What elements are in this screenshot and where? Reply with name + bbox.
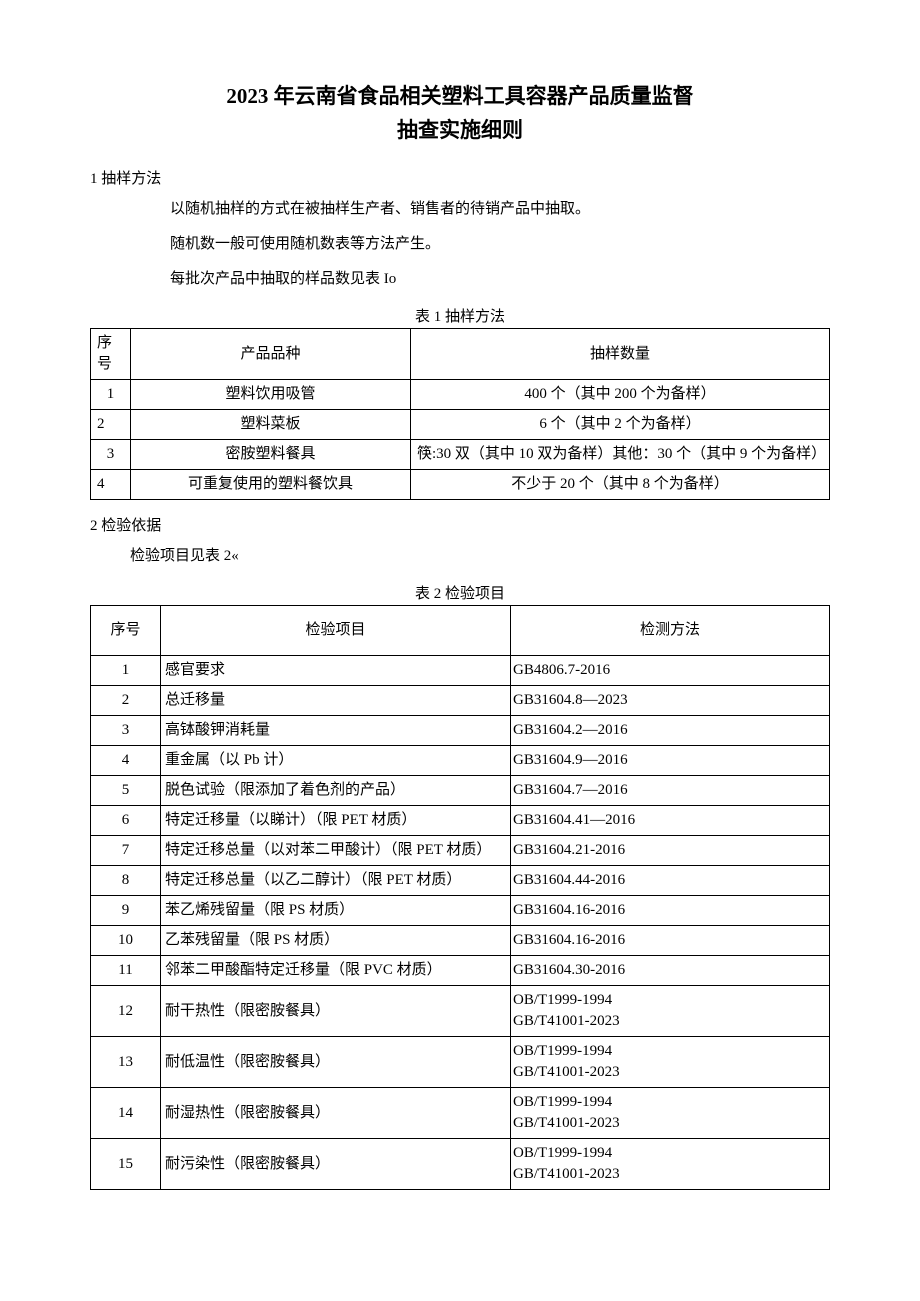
cell-seq: 3 bbox=[91, 716, 161, 746]
table-row: 5脱色试验（限添加了着色剂的产品）GB31604.7—2016 bbox=[91, 776, 830, 806]
cell-item: 特定迁移总量（以乙二醇计）（限 PET 材质） bbox=[161, 866, 511, 896]
cell-item: 耐污染性（限密胺餐具） bbox=[161, 1139, 511, 1190]
cell-seq: 1 bbox=[91, 380, 131, 410]
table-row: 2 塑料菜板 6 个（其中 2 个为备样） bbox=[91, 410, 830, 440]
cell-seq: 4 bbox=[91, 746, 161, 776]
cell-item: 重金属（以 Pb 计） bbox=[161, 746, 511, 776]
cell-seq: 12 bbox=[91, 986, 161, 1037]
title-line-1: 2023 年云南省食品相关塑料工具容器产品质量监督 bbox=[226, 84, 693, 108]
cell-seq: 5 bbox=[91, 776, 161, 806]
cell-item: 感官要求 bbox=[161, 656, 511, 686]
cell-kind: 密胺塑料餐具 bbox=[131, 440, 411, 470]
cell-item: 邻苯二甲酸酯特定迁移量（限 PVC 材质） bbox=[161, 956, 511, 986]
paragraph-4: 检验项目见表 2« bbox=[130, 543, 830, 570]
col-kind-header: 产品品种 bbox=[131, 329, 411, 380]
cell-seq: 7 bbox=[91, 836, 161, 866]
cell-method: GB31604.30-2016 bbox=[511, 956, 830, 986]
col-seq-header: 序号 bbox=[91, 329, 131, 380]
table-row: 9苯乙烯残留量（限 PS 材质）GB31604.16-2016 bbox=[91, 896, 830, 926]
cell-seq: 3 bbox=[91, 440, 131, 470]
cell-method: GB31604.21-2016 bbox=[511, 836, 830, 866]
table-row: 1感官要求GB4806.7-2016 bbox=[91, 656, 830, 686]
paragraph-2: 随机数一般可使用随机数表等方法产生。 bbox=[170, 231, 830, 258]
cell-method: OB/T1999-1994GB/T41001-2023 bbox=[511, 1037, 830, 1088]
cell-seq: 1 bbox=[91, 656, 161, 686]
section-1-heading: 1 抽样方法 bbox=[90, 167, 830, 188]
cell-seq: 2 bbox=[91, 410, 131, 440]
cell-item: 脱色试验（限添加了着色剂的产品） bbox=[161, 776, 511, 806]
cell-seq: 11 bbox=[91, 956, 161, 986]
cell-method: GB31604.44-2016 bbox=[511, 866, 830, 896]
col-method-header: 检测方法 bbox=[511, 606, 830, 656]
cell-item: 特定迁移总量（以对苯二甲酸计）（限 PET 材质） bbox=[161, 836, 511, 866]
table-1-caption: 表 1 抽样方法 bbox=[90, 305, 830, 326]
cell-method: GB31604.8—2023 bbox=[511, 686, 830, 716]
paragraph-3: 每批次产品中抽取的样品数见表 Io bbox=[170, 266, 830, 293]
table-row: 4 可重复使用的塑料餐饮具 不少于 20 个（其中 8 个为备样） bbox=[91, 470, 830, 500]
sampling-table: 序号 产品品种 抽样数量 1 塑料饮用吸管 400 个（其中 200 个为备样）… bbox=[90, 328, 830, 500]
paragraph-1: 以随机抽样的方式在被抽样生产者、销售者的待销产品中抽取。 bbox=[170, 196, 830, 223]
cell-method: GB4806.7-2016 bbox=[511, 656, 830, 686]
cell-seq: 2 bbox=[91, 686, 161, 716]
col-seq-header: 序号 bbox=[91, 606, 161, 656]
cell-item: 苯乙烯残留量（限 PS 材质） bbox=[161, 896, 511, 926]
cell-qty: 400 个（其中 200 个为备样） bbox=[411, 380, 830, 410]
cell-method: GB31604.41—2016 bbox=[511, 806, 830, 836]
cell-seq: 8 bbox=[91, 866, 161, 896]
cell-seq: 10 bbox=[91, 926, 161, 956]
cell-seq: 13 bbox=[91, 1037, 161, 1088]
cell-qty: 不少于 20 个（其中 8 个为备样） bbox=[411, 470, 830, 500]
col-item-header: 检验项目 bbox=[161, 606, 511, 656]
cell-qty: 筷:30 双（其中 10 双为备样）其他：30 个（其中 9 个为备样） bbox=[411, 440, 830, 470]
cell-item: 高钵酸钾消耗量 bbox=[161, 716, 511, 746]
table-row: 13耐低温性（限密胺餐具）OB/T1999-1994GB/T41001-2023 bbox=[91, 1037, 830, 1088]
table-row: 4重金属（以 Pb 计）GB31604.9—2016 bbox=[91, 746, 830, 776]
cell-method: OB/T1999-1994GB/T41001-2023 bbox=[511, 986, 830, 1037]
table-row: 7特定迁移总量（以对苯二甲酸计）（限 PET 材质）GB31604.21-201… bbox=[91, 836, 830, 866]
table-row: 10乙苯残留量（限 PS 材质）GB31604.16-2016 bbox=[91, 926, 830, 956]
cell-method: GB31604.9—2016 bbox=[511, 746, 830, 776]
inspection-table: 序号 检验项目 检测方法 1感官要求GB4806.7-20162总迁移量GB31… bbox=[90, 605, 830, 1190]
table-row: 8特定迁移总量（以乙二醇计）（限 PET 材质）GB31604.44-2016 bbox=[91, 866, 830, 896]
cell-seq: 15 bbox=[91, 1139, 161, 1190]
table-row: 11邻苯二甲酸酯特定迁移量（限 PVC 材质）GB31604.30-2016 bbox=[91, 956, 830, 986]
title-line-2: 抽查实施细则 bbox=[397, 118, 523, 142]
table-row: 14耐湿热性（限密胺餐具）OB/T1999-1994GB/T41001-2023 bbox=[91, 1088, 830, 1139]
table-row: 12耐干热性（限密胺餐具）OB/T1999-1994GB/T41001-2023 bbox=[91, 986, 830, 1037]
cell-method: OB/T1999-1994GB/T41001-2023 bbox=[511, 1088, 830, 1139]
cell-item: 特定迁移量（以睇计）（限 PET 材质） bbox=[161, 806, 511, 836]
cell-method: GB31604.16-2016 bbox=[511, 926, 830, 956]
cell-item: 耐低温性（限密胺餐具） bbox=[161, 1037, 511, 1088]
table-row: 3 密胺塑料餐具 筷:30 双（其中 10 双为备样）其他：30 个（其中 9 … bbox=[91, 440, 830, 470]
cell-qty: 6 个（其中 2 个为备样） bbox=[411, 410, 830, 440]
table-row: 3高钵酸钾消耗量GB31604.2—2016 bbox=[91, 716, 830, 746]
table-row: 15耐污染性（限密胺餐具）OB/T1999-1994GB/T41001-2023 bbox=[91, 1139, 830, 1190]
cell-seq: 9 bbox=[91, 896, 161, 926]
cell-item: 耐湿热性（限密胺餐具） bbox=[161, 1088, 511, 1139]
cell-kind: 可重复使用的塑料餐饮具 bbox=[131, 470, 411, 500]
cell-seq: 14 bbox=[91, 1088, 161, 1139]
cell-item: 总迁移量 bbox=[161, 686, 511, 716]
cell-method: GB31604.7—2016 bbox=[511, 776, 830, 806]
cell-method: GB31604.2—2016 bbox=[511, 716, 830, 746]
cell-kind: 塑料饮用吸管 bbox=[131, 380, 411, 410]
cell-kind: 塑料菜板 bbox=[131, 410, 411, 440]
cell-seq: 4 bbox=[91, 470, 131, 500]
cell-item: 耐干热性（限密胺餐具） bbox=[161, 986, 511, 1037]
table-row: 2总迁移量GB31604.8—2023 bbox=[91, 686, 830, 716]
col-qty-header: 抽样数量 bbox=[411, 329, 830, 380]
table-2-caption: 表 2 检验项目 bbox=[90, 582, 830, 603]
table-header-row: 序号 产品品种 抽样数量 bbox=[91, 329, 830, 380]
cell-item: 乙苯残留量（限 PS 材质） bbox=[161, 926, 511, 956]
table-row: 1 塑料饮用吸管 400 个（其中 200 个为备样） bbox=[91, 380, 830, 410]
document-title: 2023 年云南省食品相关塑料工具容器产品质量监督 抽查实施细则 bbox=[90, 80, 830, 147]
cell-seq: 6 bbox=[91, 806, 161, 836]
section-2-heading: 2 检验依据 bbox=[90, 514, 830, 535]
cell-method: OB/T1999-1994GB/T41001-2023 bbox=[511, 1139, 830, 1190]
table-row: 6特定迁移量（以睇计）（限 PET 材质）GB31604.41—2016 bbox=[91, 806, 830, 836]
cell-method: GB31604.16-2016 bbox=[511, 896, 830, 926]
table-header-row: 序号 检验项目 检测方法 bbox=[91, 606, 830, 656]
